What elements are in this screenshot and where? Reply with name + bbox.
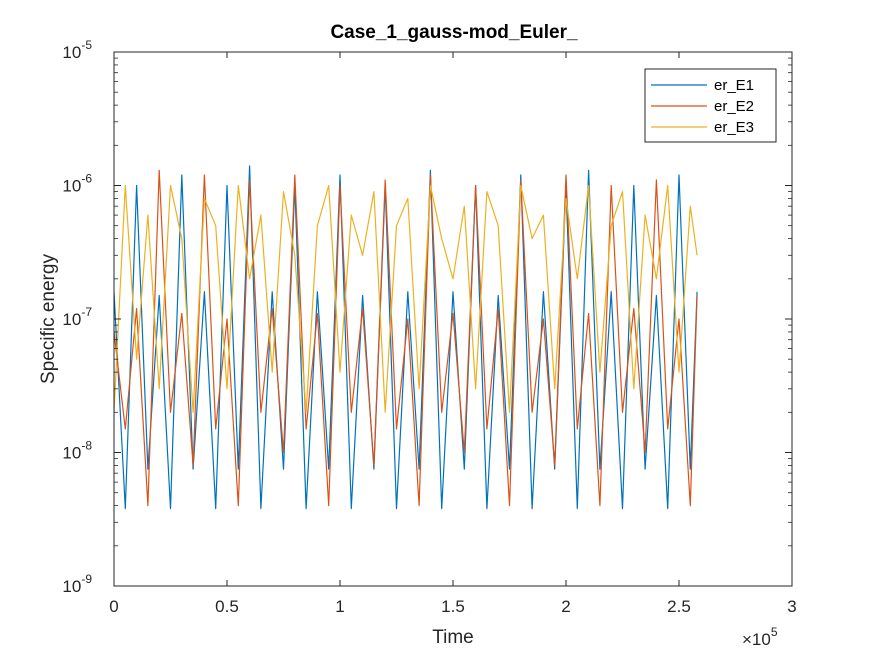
legend: er_E1 er_E2 er_E3	[644, 68, 777, 143]
axes: 0 0.5 1 1.5 2 2.5 3 10-9 10-8 10-7 10-6 10-5	[62, 38, 796, 616]
x-axis-label: Time	[432, 627, 474, 648]
y-tick-label: 10-8	[62, 439, 92, 463]
x-tick-label: 0.5	[215, 597, 239, 616]
x-tick-label: 2.5	[667, 597, 691, 616]
y-tick-label: 10-7	[62, 305, 92, 329]
chart-title: Case_1_gauss-mod_Euler_	[330, 22, 578, 43]
series-group	[114, 165, 698, 510]
y-tick-label: 10-6	[62, 172, 92, 196]
x-tick-label: 2	[561, 597, 570, 616]
y-axis-label: Specific energy	[38, 254, 59, 384]
y-tick-label: 10-5	[62, 38, 92, 62]
x-exponent-power: 5	[771, 625, 778, 639]
legend-label-3: er_E3	[714, 119, 754, 136]
series-line-2	[114, 169, 698, 507]
svg-text:×105: ×105	[742, 625, 778, 649]
x-exponent-label: ×105	[742, 625, 778, 649]
x-exponent-base: ×10	[742, 630, 771, 649]
x-tick-label: 3	[787, 597, 796, 616]
series-line-3	[114, 184, 698, 413]
legend-label-1: er_E1	[714, 77, 754, 94]
x-tick-label: 0	[109, 597, 118, 616]
y-tick-label: 10-9	[62, 572, 92, 596]
x-tick-label: 1.5	[441, 597, 465, 616]
legend-label-2: er_E2	[714, 98, 754, 115]
x-tick-label: 1	[335, 597, 344, 616]
